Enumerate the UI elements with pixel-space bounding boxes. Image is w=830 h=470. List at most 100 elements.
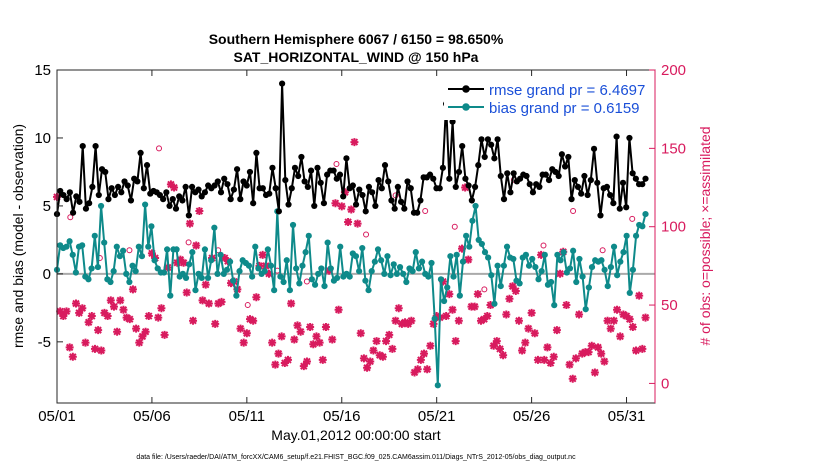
bias-point [374, 246, 382, 253]
bias-point [208, 257, 215, 264]
bias-point [579, 273, 586, 280]
rmse-point [578, 190, 585, 197]
bias-point [418, 258, 426, 265]
obs-assimilated-point [527, 308, 536, 317]
bias-point [453, 251, 460, 258]
bias-point [296, 280, 303, 287]
bias-point [164, 246, 171, 253]
obs-possible-point [156, 145, 163, 152]
obs-assimilated-point [214, 299, 223, 308]
rmse-point [224, 181, 231, 188]
bias-point [459, 258, 467, 265]
bias-point [261, 268, 268, 275]
obs-assimilated-point [94, 326, 103, 335]
obs-possible-point [244, 302, 251, 309]
bias-point [132, 268, 139, 275]
rmse-point [76, 198, 83, 205]
obs-assimilated-point [75, 308, 84, 317]
rmse-point [282, 176, 289, 184]
rmse-point [295, 172, 302, 180]
obs-assimilated-point [537, 250, 546, 259]
obs-assimilated-point [65, 343, 74, 352]
bias-point [63, 243, 70, 250]
bias-point [481, 249, 489, 256]
obs-assimilated-point [524, 324, 533, 333]
obs-assimilated-point [321, 322, 330, 331]
bias-point [101, 239, 108, 246]
obs-assimilated-point [239, 338, 248, 347]
obs-assimilated-point [407, 316, 416, 325]
rmse-point [507, 189, 514, 196]
obs-assimilated-point [556, 269, 565, 278]
rmse-point [590, 145, 598, 152]
obs-assimilated-point [492, 337, 501, 346]
obs-assimilated-point [632, 346, 641, 355]
obs-assimilated-point [483, 312, 492, 321]
bias-point [485, 254, 492, 261]
obs-assimilated-point [141, 327, 150, 336]
rmse-point [266, 190, 273, 197]
obs-assimilated-point [59, 312, 68, 321]
rmse-point [623, 204, 630, 211]
bias-point [267, 262, 275, 269]
obs-possible-point [67, 214, 74, 221]
x-axis-ticks: 05/01 05/06 05/11 05/16 05/21 05/26 05/31 [38, 70, 645, 425]
rmse-point [352, 201, 360, 208]
rmse-point [343, 155, 350, 162]
obs-assimilated-point [382, 337, 391, 346]
bias-point [566, 265, 574, 272]
bias-point [601, 266, 608, 273]
obs-assimilated-point [147, 249, 156, 258]
rmse-point [642, 175, 649, 182]
right-tick-label: 50 [661, 297, 678, 314]
rmse-point [571, 176, 578, 184]
rmse-point [436, 185, 443, 192]
bias-point [226, 258, 234, 265]
rmse-point [526, 181, 533, 188]
obs-assimilated-point [132, 324, 141, 333]
rmse-point [555, 172, 562, 180]
bias-point [632, 232, 640, 239]
bias-point [431, 315, 438, 322]
rmse-point [349, 182, 356, 189]
rmse-point [587, 176, 594, 184]
rmse-point [359, 191, 366, 199]
obs-assimilated-point [71, 299, 80, 308]
obs-assimilated-point [296, 327, 305, 336]
obs-possible-point [185, 239, 192, 246]
obs-assimilated-point [220, 254, 229, 263]
bias-point [623, 232, 630, 239]
rmse-point [259, 185, 266, 192]
rmse-point [301, 178, 308, 185]
obs-assimilated-point [432, 312, 441, 321]
obs-assimilated-point [609, 316, 618, 325]
rmse-point [253, 149, 260, 157]
obs-assimilated-point [347, 205, 356, 214]
rmse-point [127, 197, 135, 204]
legend-rmse-label: rmse grand pr = 6.4697 [489, 82, 645, 99]
rmse-point [401, 205, 408, 212]
bias-point [110, 268, 117, 275]
rmse-point [510, 170, 517, 177]
obs-possible-point [451, 223, 458, 230]
bias-point [356, 268, 363, 275]
right-tick-label: 200 [661, 62, 686, 79]
rmse-point [160, 196, 167, 203]
rmse-point [163, 189, 170, 196]
chart-title-line2: SAT_HORIZONTAL_WIND @ 150 hPa [234, 49, 479, 65]
obs-assimilated-point [302, 357, 311, 366]
bias-point [532, 263, 539, 271]
obs-assimilated-point [356, 329, 365, 338]
rmse-point [465, 182, 472, 189]
bias-point [333, 274, 341, 282]
bias-point [245, 262, 253, 269]
rmse-point [542, 171, 549, 178]
bias-point [129, 262, 136, 269]
obs-assimilated-point [454, 316, 463, 325]
obs-possible-point [333, 161, 340, 168]
x-tick-label: 05/06 [133, 408, 171, 425]
rmse-point [500, 196, 508, 203]
bias-point [614, 272, 621, 279]
obs-assimilated-point [518, 346, 527, 355]
